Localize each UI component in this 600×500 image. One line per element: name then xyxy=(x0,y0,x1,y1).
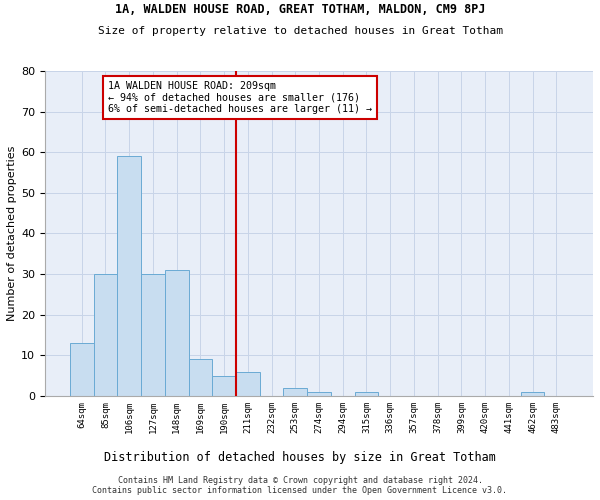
Bar xyxy=(70,343,94,396)
Bar xyxy=(165,270,188,396)
Text: Distribution of detached houses by size in Great Totham: Distribution of detached houses by size … xyxy=(104,451,496,464)
Y-axis label: Number of detached properties: Number of detached properties xyxy=(7,146,17,321)
Text: 1A WALDEN HOUSE ROAD: 209sqm
← 94% of detached houses are smaller (176)
6% of se: 1A WALDEN HOUSE ROAD: 209sqm ← 94% of de… xyxy=(108,81,372,114)
Bar xyxy=(94,274,118,396)
Bar xyxy=(118,156,141,396)
Text: Size of property relative to detached houses in Great Totham: Size of property relative to detached ho… xyxy=(97,26,503,36)
Bar xyxy=(188,360,212,396)
Bar xyxy=(521,392,544,396)
Bar xyxy=(141,274,165,396)
Text: 1A, WALDEN HOUSE ROAD, GREAT TOTHAM, MALDON, CM9 8PJ: 1A, WALDEN HOUSE ROAD, GREAT TOTHAM, MAL… xyxy=(115,3,485,16)
Bar xyxy=(355,392,379,396)
Bar xyxy=(283,388,307,396)
Text: Contains HM Land Registry data © Crown copyright and database right 2024.
Contai: Contains HM Land Registry data © Crown c… xyxy=(92,476,508,495)
Bar xyxy=(307,392,331,396)
Bar xyxy=(212,376,236,396)
Bar xyxy=(236,372,260,396)
